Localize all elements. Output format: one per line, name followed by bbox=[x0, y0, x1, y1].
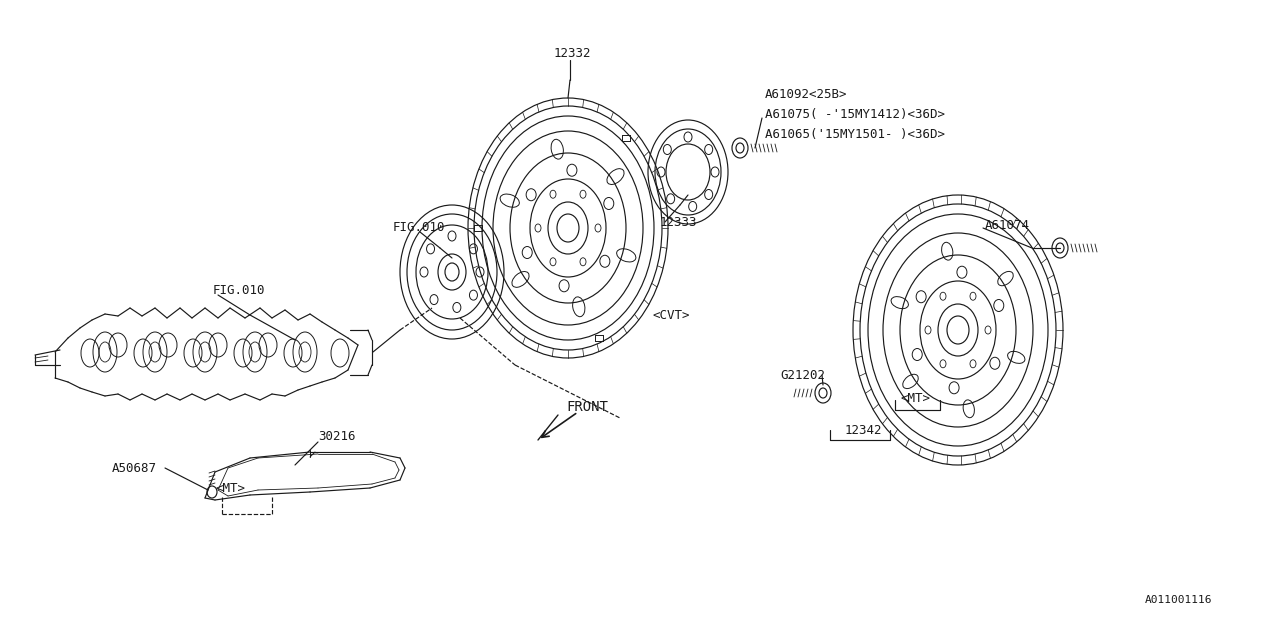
Text: FRONT: FRONT bbox=[566, 400, 608, 414]
Text: 30216: 30216 bbox=[317, 431, 356, 444]
Text: A61074: A61074 bbox=[986, 218, 1030, 232]
Text: 12342: 12342 bbox=[845, 424, 882, 436]
Text: 12333: 12333 bbox=[660, 216, 698, 228]
Text: FIG.010: FIG.010 bbox=[212, 284, 265, 296]
Text: A011001116: A011001116 bbox=[1146, 595, 1212, 605]
Text: <MT>: <MT> bbox=[900, 392, 931, 404]
Text: FIG.010: FIG.010 bbox=[393, 221, 445, 234]
Text: A61092<25B>: A61092<25B> bbox=[765, 88, 847, 100]
Text: A61075( -'15MY1412)<36D>: A61075( -'15MY1412)<36D> bbox=[765, 108, 945, 120]
Text: <CVT>: <CVT> bbox=[652, 308, 690, 321]
Text: <MT>: <MT> bbox=[215, 481, 244, 495]
Text: 12332: 12332 bbox=[554, 47, 591, 60]
Text: A50687: A50687 bbox=[113, 461, 157, 474]
Text: G21202: G21202 bbox=[780, 369, 826, 381]
Text: A61065('15MY1501- )<36D>: A61065('15MY1501- )<36D> bbox=[765, 127, 945, 141]
